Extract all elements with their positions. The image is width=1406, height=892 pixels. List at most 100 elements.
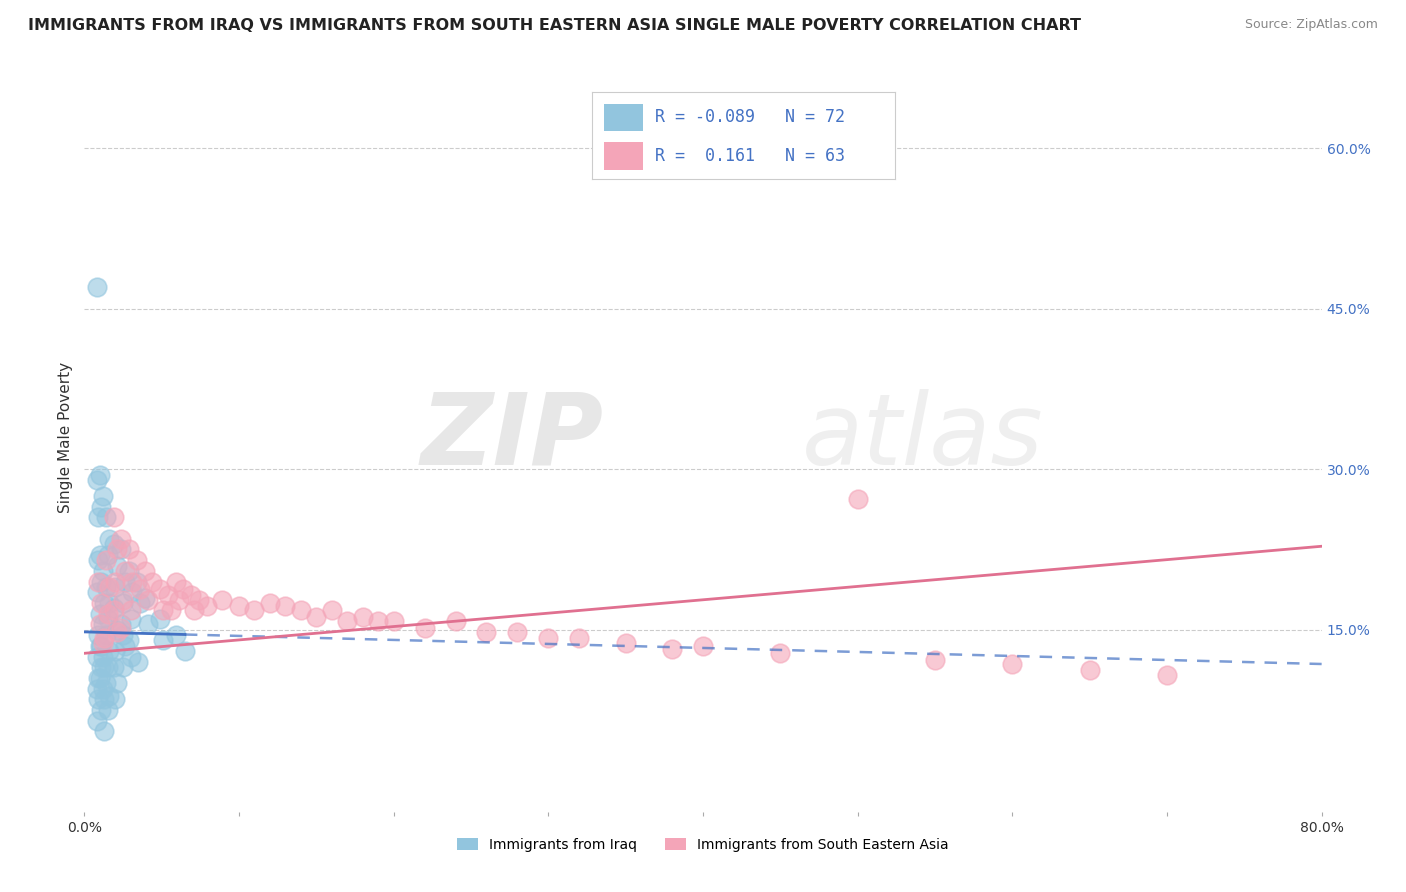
- Point: [118, 542, 141, 557]
- Point: [187, 592, 209, 607]
- Point: [89, 617, 111, 632]
- Point: [96, 703, 118, 717]
- Point: [141, 574, 163, 589]
- Point: [120, 649, 142, 664]
- Point: [1001, 657, 1024, 671]
- Point: [118, 564, 141, 578]
- Point: [86, 714, 108, 728]
- Point: [290, 603, 312, 617]
- Point: [112, 660, 135, 674]
- Point: [91, 489, 114, 503]
- Point: [136, 592, 159, 607]
- Point: [90, 596, 112, 610]
- Point: [104, 580, 127, 594]
- Point: [259, 596, 281, 610]
- Point: [93, 692, 115, 706]
- Point: [125, 574, 148, 589]
- Point: [769, 646, 792, 660]
- Point: [382, 614, 405, 628]
- Point: [86, 681, 108, 696]
- Point: [98, 532, 121, 546]
- Point: [93, 660, 115, 674]
- Point: [134, 564, 156, 578]
- Point: [110, 532, 132, 546]
- Point: [120, 612, 142, 626]
- Point: [160, 603, 183, 617]
- Point: [103, 660, 125, 674]
- Point: [172, 582, 194, 596]
- Point: [89, 548, 111, 562]
- Point: [321, 603, 343, 617]
- Point: [149, 582, 172, 596]
- Point: [183, 603, 205, 617]
- Point: [110, 542, 132, 557]
- Point: [94, 676, 117, 690]
- Point: [96, 607, 118, 621]
- Point: [103, 537, 125, 551]
- Point: [93, 596, 115, 610]
- Point: [98, 644, 121, 658]
- Point: [305, 610, 328, 624]
- Point: [86, 473, 108, 487]
- Point: [114, 574, 136, 589]
- Point: [195, 599, 218, 614]
- Point: [91, 617, 114, 632]
- Point: [112, 592, 135, 607]
- Point: [537, 632, 560, 646]
- Point: [121, 585, 143, 599]
- Point: [90, 500, 112, 514]
- Point: [94, 628, 117, 642]
- Point: [118, 633, 141, 648]
- Point: [96, 548, 118, 562]
- Point: [105, 558, 128, 573]
- Point: [86, 280, 108, 294]
- Point: [924, 653, 946, 667]
- Point: [103, 601, 125, 615]
- Point: [165, 628, 187, 642]
- Point: [129, 596, 152, 610]
- Point: [336, 614, 359, 628]
- Point: [91, 635, 114, 649]
- Text: IMMIGRANTS FROM IRAQ VS IMMIGRANTS FROM SOUTH EASTERN ASIA SINGLE MALE POVERTY C: IMMIGRANTS FROM IRAQ VS IMMIGRANTS FROM …: [28, 18, 1081, 33]
- Point: [94, 580, 117, 594]
- Point: [89, 639, 111, 653]
- Point: [149, 612, 172, 626]
- Point: [475, 624, 498, 639]
- Point: [87, 553, 110, 567]
- Point: [152, 603, 174, 617]
- Point: [506, 624, 529, 639]
- Point: [103, 603, 125, 617]
- Point: [87, 574, 110, 589]
- Point: [87, 671, 110, 685]
- Point: [156, 589, 179, 603]
- Point: [87, 628, 110, 642]
- Point: [125, 553, 148, 567]
- Point: [413, 621, 436, 635]
- Point: [91, 681, 114, 696]
- Point: [96, 660, 118, 674]
- Point: [112, 596, 135, 610]
- Point: [98, 580, 121, 594]
- Point: [93, 632, 115, 646]
- Point: [87, 510, 110, 524]
- Point: [91, 649, 114, 664]
- Point: [105, 624, 128, 639]
- Point: [98, 596, 121, 610]
- Point: [94, 510, 117, 524]
- Point: [180, 589, 202, 603]
- Point: [90, 574, 112, 589]
- Point: [114, 639, 136, 653]
- Point: [86, 649, 108, 664]
- Point: [112, 628, 135, 642]
- Point: [121, 574, 143, 589]
- Point: [1078, 664, 1101, 678]
- Point: [90, 660, 112, 674]
- Point: [104, 692, 127, 706]
- Y-axis label: Single Male Poverty: Single Male Poverty: [58, 361, 73, 513]
- Text: ZIP: ZIP: [420, 389, 605, 485]
- Point: [90, 639, 112, 653]
- Legend: Immigrants from Iraq, Immigrants from South Eastern Asia: Immigrants from Iraq, Immigrants from So…: [451, 832, 955, 857]
- Point: [103, 510, 125, 524]
- Point: [444, 614, 467, 628]
- Point: [243, 603, 266, 617]
